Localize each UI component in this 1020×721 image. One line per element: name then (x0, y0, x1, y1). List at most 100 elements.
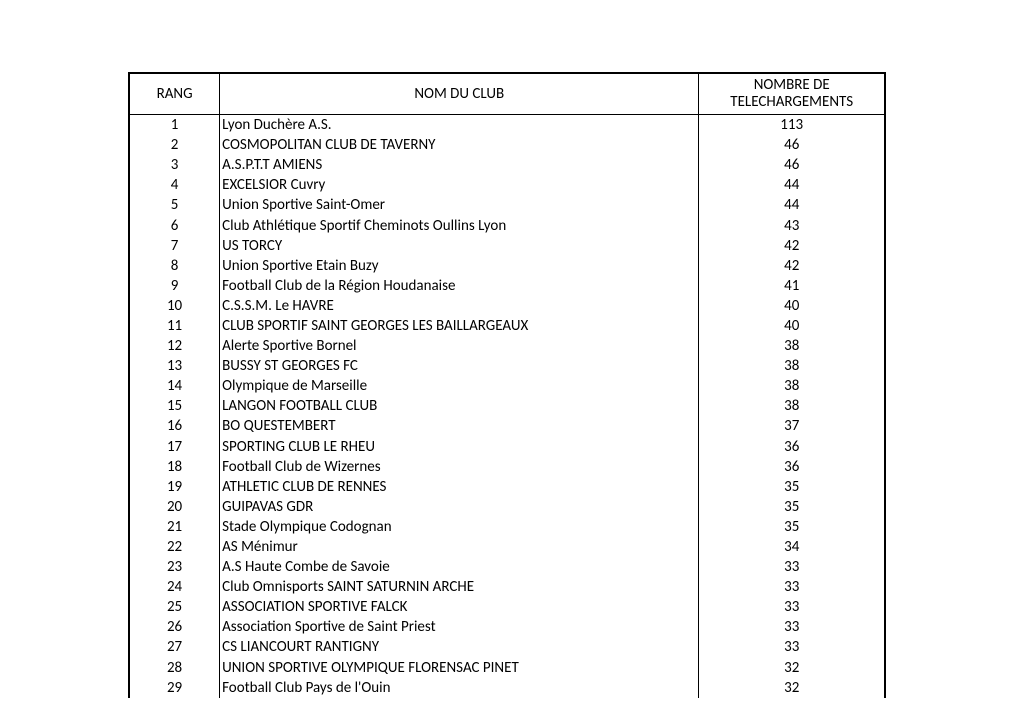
table-row: 24Club Omnisports SAINT SATURNIN ARCHE33 (129, 577, 885, 597)
table-row: 13BUSSY ST GEORGES FC38 (129, 356, 885, 376)
cell-rang: 6 (129, 215, 220, 235)
cell-rang: 15 (129, 396, 220, 416)
cell-nom: Union Sportive Saint-Omer (220, 195, 699, 215)
header-downloads-line2: TELECHARGEMENTS (730, 93, 853, 111)
cell-downloads: 33 (699, 617, 885, 637)
cell-rang: 13 (129, 356, 220, 376)
cell-nom: Alerte Sportive Bornel (220, 336, 699, 356)
cell-rang: 14 (129, 376, 220, 396)
cell-downloads: 41 (699, 276, 885, 296)
cell-downloads: 32 (699, 678, 885, 698)
cell-downloads: 38 (699, 336, 885, 356)
cell-nom: ATHLETIC CLUB DE RENNES (220, 477, 699, 497)
cell-downloads: 33 (699, 557, 885, 577)
cell-rang: 24 (129, 577, 220, 597)
table-row: 18Football Club de Wizernes36 (129, 457, 885, 477)
cell-nom: ASSOCIATION SPORTIVE FALCK (220, 597, 699, 617)
cell-nom: COSMOPOLITAN CLUB DE TAVERNY (220, 135, 699, 155)
cell-nom: A.S Haute Combe de Savoie (220, 557, 699, 577)
table-row: 3A.S.P.T.T AMIENS46 (129, 155, 885, 175)
cell-downloads: 46 (699, 155, 885, 175)
cell-downloads: 43 (699, 215, 885, 235)
table-row: 21Stade Olympique Codognan35 (129, 517, 885, 537)
table-row: 6Club Athlétique Sportif Cheminots Oulli… (129, 215, 885, 235)
cell-downloads: 42 (699, 256, 885, 276)
cell-rang: 28 (129, 658, 220, 678)
header-downloads: NOMBRE DE TELECHARGEMENTS (699, 73, 885, 115)
table-row: 1Lyon Duchère A.S.113 (129, 115, 885, 136)
cell-rang: 3 (129, 155, 220, 175)
cell-downloads: 38 (699, 356, 885, 376)
cell-rang: 5 (129, 195, 220, 215)
cell-downloads: 44 (699, 195, 885, 215)
cell-rang: 4 (129, 175, 220, 195)
cell-downloads: 35 (699, 497, 885, 517)
cell-nom: Football Club Pays de l'Ouin (220, 678, 699, 698)
document-page: RANG NOM DU CLUB NOMBRE DE TELECHARGEMEN… (0, 0, 1020, 698)
table-row: 10C.S.S.M. Le HAVRE40 (129, 296, 885, 316)
table-row: 17SPORTING CLUB LE RHEU36 (129, 437, 885, 457)
table-row: 28UNION SPORTIVE OLYMPIQUE FLORENSAC PIN… (129, 658, 885, 678)
cell-rang: 17 (129, 437, 220, 457)
cell-nom: CLUB SPORTIF SAINT GEORGES LES BAILLARGE… (220, 316, 699, 336)
cell-rang: 12 (129, 336, 220, 356)
cell-nom: Stade Olympique Codognan (220, 517, 699, 537)
cell-downloads: 38 (699, 376, 885, 396)
cell-rang: 9 (129, 276, 220, 296)
cell-nom: Association Sportive de Saint Priest (220, 617, 699, 637)
cell-nom: GUIPAVAS GDR (220, 497, 699, 517)
cell-nom: Lyon Duchère A.S. (220, 115, 699, 136)
cell-downloads: 33 (699, 637, 885, 657)
cell-downloads: 44 (699, 175, 885, 195)
table-row: 14Olympique de Marseille38 (129, 376, 885, 396)
table-row: 16BO QUESTEMBERT37 (129, 416, 885, 436)
cell-nom: LANGON FOOTBALL CLUB (220, 396, 699, 416)
cell-rang: 18 (129, 457, 220, 477)
cell-nom: CS LIANCOURT RANTIGNY (220, 637, 699, 657)
cell-downloads: 40 (699, 296, 885, 316)
cell-downloads: 35 (699, 517, 885, 537)
cell-nom: C.S.S.M. Le HAVRE (220, 296, 699, 316)
cell-downloads: 36 (699, 457, 885, 477)
cell-rang: 20 (129, 497, 220, 517)
table-row: 22AS Ménimur34 (129, 537, 885, 557)
table-row: 9Football Club de la Région Houdanaise41 (129, 276, 885, 296)
cell-nom: Olympique de Marseille (220, 376, 699, 396)
cell-nom: EXCELSIOR Cuvry (220, 175, 699, 195)
header-rang: RANG (129, 73, 220, 115)
table-row: 2COSMOPOLITAN CLUB DE TAVERNY46 (129, 135, 885, 155)
cell-downloads: 40 (699, 316, 885, 336)
cell-rang: 19 (129, 477, 220, 497)
cell-nom: SPORTING CLUB LE RHEU (220, 437, 699, 457)
cell-rang: 22 (129, 537, 220, 557)
table-row: 23A.S Haute Combe de Savoie33 (129, 557, 885, 577)
cell-nom: Club Athlétique Sportif Cheminots Oullin… (220, 215, 699, 235)
cell-rang: 29 (129, 678, 220, 698)
cell-rang: 1 (129, 115, 220, 136)
table-body: 1Lyon Duchère A.S.1132COSMOPOLITAN CLUB … (129, 115, 885, 698)
table-row: 4EXCELSIOR Cuvry44 (129, 175, 885, 195)
cell-downloads: 113 (699, 115, 885, 136)
cell-nom: BUSSY ST GEORGES FC (220, 356, 699, 376)
table-row: 15LANGON FOOTBALL CLUB38 (129, 396, 885, 416)
cell-downloads: 32 (699, 658, 885, 678)
cell-downloads: 37 (699, 416, 885, 436)
cell-rang: 11 (129, 316, 220, 336)
cell-downloads: 38 (699, 396, 885, 416)
cell-rang: 8 (129, 256, 220, 276)
table-header-row: RANG NOM DU CLUB NOMBRE DE TELECHARGEMEN… (129, 73, 885, 115)
table-row: 8Union Sportive Etain Buzy42 (129, 256, 885, 276)
cell-nom: AS Ménimur (220, 537, 699, 557)
cell-nom: A.S.P.T.T AMIENS (220, 155, 699, 175)
cell-rang: 10 (129, 296, 220, 316)
club-ranking-table: RANG NOM DU CLUB NOMBRE DE TELECHARGEMEN… (128, 72, 886, 698)
table-row: 20GUIPAVAS GDR35 (129, 497, 885, 517)
cell-downloads: 46 (699, 135, 885, 155)
cell-nom: Union Sportive Etain Buzy (220, 256, 699, 276)
cell-downloads: 35 (699, 477, 885, 497)
cell-rang: 27 (129, 637, 220, 657)
cell-rang: 2 (129, 135, 220, 155)
table-row: 27CS LIANCOURT RANTIGNY33 (129, 637, 885, 657)
cell-rang: 25 (129, 597, 220, 617)
cell-nom: Football Club de Wizernes (220, 457, 699, 477)
